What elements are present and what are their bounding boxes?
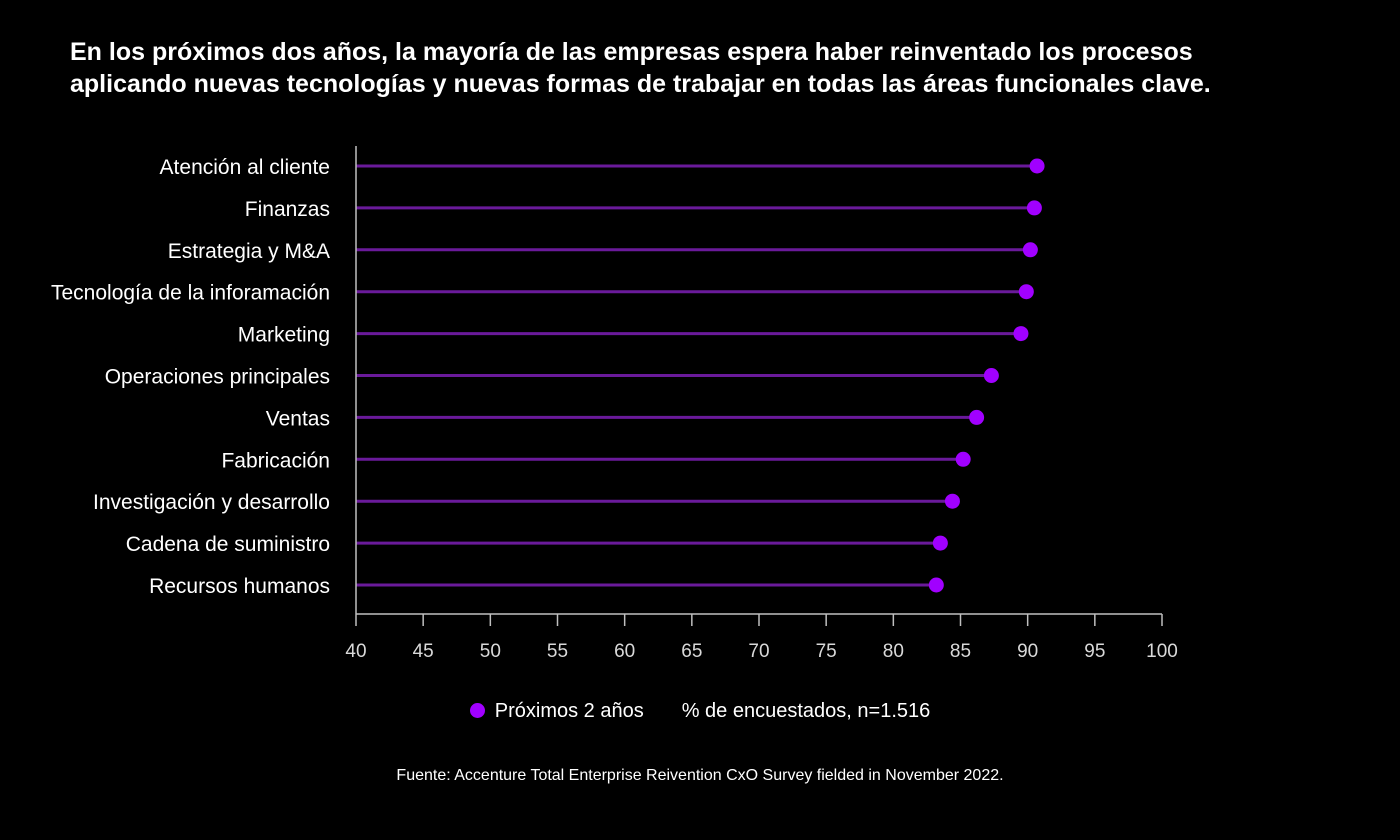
chart-legend: Próximos 2 años % de encuestados, n=1.516	[0, 700, 1400, 723]
chart-title: En los próximos dos años, la mayoría de …	[70, 36, 1370, 100]
x-tick-label: 90	[1017, 641, 1038, 662]
lollipop-dot	[1029, 158, 1045, 174]
lollipop-dot	[969, 409, 985, 425]
chart-axes	[355, 146, 1163, 626]
category-label: Operaciones principales	[105, 366, 330, 389]
category-label: Marketing	[238, 324, 330, 347]
x-tick-label: 65	[681, 641, 702, 662]
category-label: Recursos humanos	[149, 575, 330, 598]
lollipop-dot	[1018, 284, 1034, 300]
x-tick-label: 85	[950, 641, 971, 662]
lollipop-dot	[1026, 200, 1042, 216]
x-tick-label: 100	[1146, 641, 1178, 662]
chart-title-line-2: aplicando nuevas tecnologías y nuevas fo…	[70, 70, 1211, 98]
legend-series-label: Próximos 2 años	[494, 700, 644, 722]
category-label: Tecnología de la inforamación	[51, 282, 330, 305]
lollipop-dot	[944, 493, 960, 509]
x-tick-label: 45	[413, 641, 434, 662]
x-tick-label: 60	[614, 641, 635, 662]
lollipop-lines	[356, 164, 1038, 587]
category-labels: Atención al cliente Finanzas Estrategia y …	[51, 156, 330, 598]
category-label: Ventas	[266, 407, 330, 430]
lollipop-dot	[1022, 242, 1038, 258]
lollipop-dots	[928, 158, 1045, 593]
lollipop-dot	[955, 451, 971, 467]
x-tick-label: 55	[547, 641, 568, 662]
x-tick-label: 80	[883, 641, 904, 662]
category-label: Investigación y desarrollo	[93, 491, 330, 514]
category-label: Atención al cliente	[160, 156, 330, 179]
legend-note: % de encuestados, n=1.516	[681, 700, 931, 722]
x-tick-label: 40	[345, 641, 366, 662]
category-label: Estrategia y M&A	[168, 240, 330, 263]
legend-marker-icon	[469, 703, 485, 718]
lollipop-dot	[932, 535, 948, 551]
lollipop-dot	[983, 368, 999, 383]
category-label: Fabricación	[221, 449, 330, 472]
lollipop-dot	[928, 577, 944, 593]
x-tick-label: 50	[480, 641, 501, 662]
x-tick-label: 75	[816, 641, 837, 662]
category-label: Cadena de suministro	[126, 533, 330, 556]
source-note: Fuente: Accenture Total Enterprise Reive…	[396, 767, 1004, 784]
x-tick-label: 70	[748, 641, 769, 662]
lollipop-dot	[1013, 326, 1029, 342]
x-tick-labels: 40 45 50 55 60 65 70 75 80 85 90 95 100	[345, 641, 1177, 662]
category-label: Finanzas	[245, 198, 330, 221]
chart-title-line-1: En los próximos dos años, la mayoría de …	[70, 38, 1193, 66]
x-tick-label: 95	[1084, 641, 1105, 662]
